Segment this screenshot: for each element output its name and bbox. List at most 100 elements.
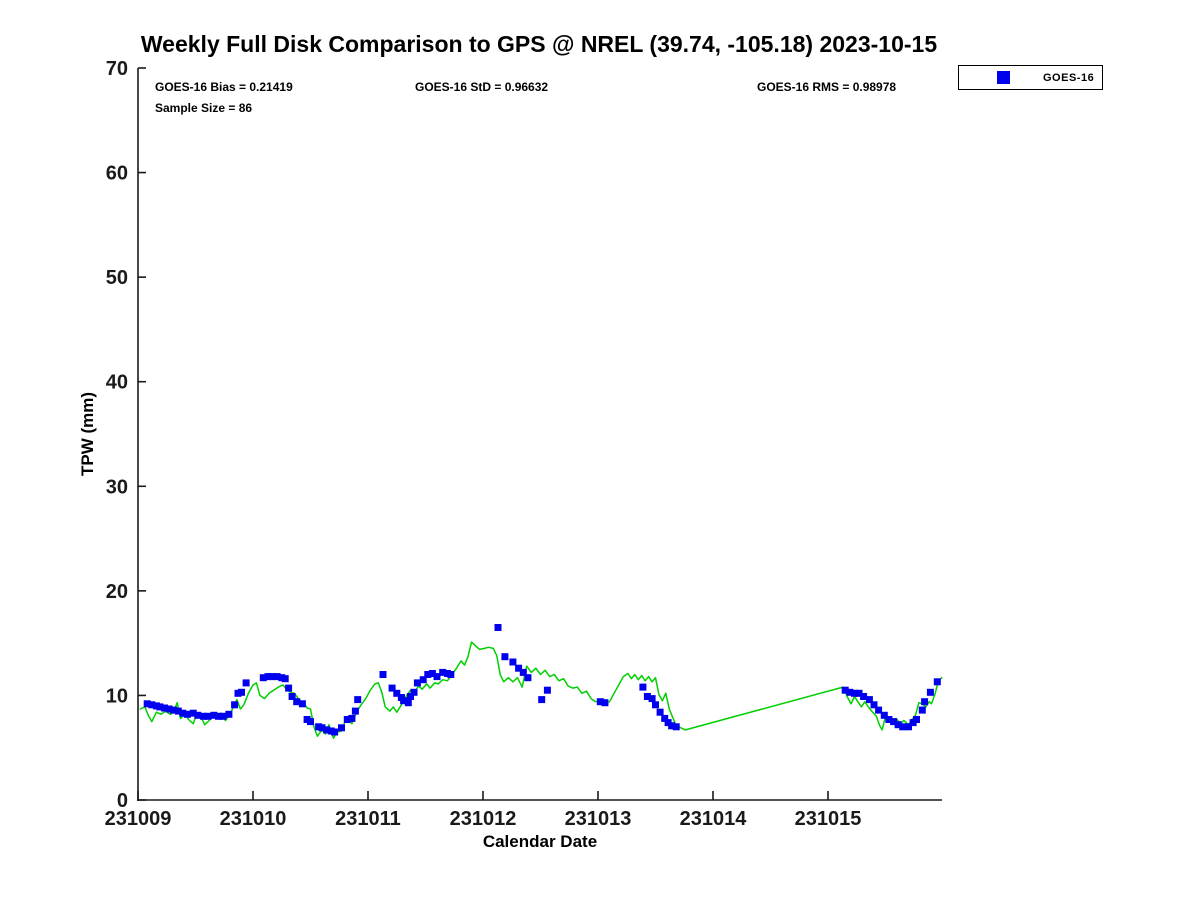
goes16-marker — [285, 684, 293, 692]
goes16-marker — [652, 701, 659, 709]
goes16-marker — [439, 668, 447, 676]
goes16-marker — [860, 693, 868, 700]
goes16-marker — [846, 688, 854, 696]
goes16-marker — [885, 716, 893, 723]
goes16-marker — [354, 696, 362, 704]
goes16-marker — [288, 693, 296, 700]
goes16-marker — [281, 675, 289, 683]
goes16-marker — [875, 706, 883, 714]
goes16-marker — [148, 701, 156, 709]
goes16-marker — [238, 688, 245, 696]
y-tick-label: 40 — [106, 372, 128, 394]
goes16-marker — [855, 689, 863, 697]
goes16-marker — [242, 679, 250, 687]
goes16-marker — [400, 697, 408, 705]
goes16-marker — [413, 679, 421, 687]
goes16-marker — [894, 721, 902, 729]
goes16-marker — [404, 699, 412, 707]
legend-goes16-label: GOES-16 — [1043, 71, 1095, 84]
goes16-marker — [447, 671, 455, 678]
goes16-marker — [899, 723, 907, 731]
goes16-marker — [601, 699, 609, 707]
goes16-marker — [509, 658, 517, 666]
goes16-marker — [851, 689, 858, 697]
goes16-marker — [194, 711, 202, 719]
goes16-marker — [323, 726, 331, 734]
y-tick-label: 70 — [106, 58, 128, 80]
goes16-marker — [307, 718, 314, 726]
goes16-marker — [905, 723, 912, 731]
goes16-marker — [165, 705, 173, 713]
goes16-marker — [668, 722, 676, 730]
gps-line — [139, 641, 943, 740]
x-tick-label: 231009 — [105, 808, 172, 830]
y-tick-label: 50 — [106, 267, 128, 289]
goes16-marker — [596, 698, 604, 706]
goes16-marker — [419, 676, 427, 684]
goes16-marker — [639, 683, 647, 691]
goes16-marker — [424, 671, 432, 678]
goes16-marker — [926, 688, 934, 696]
stat-sample-size: Sample Size = 86 — [155, 101, 253, 115]
goes16-marker — [880, 711, 888, 719]
goes16-marker — [351, 707, 359, 715]
goes16-marker — [264, 673, 272, 681]
goes16-marker — [259, 674, 267, 682]
goes16-marker — [407, 693, 414, 700]
y-axis-label: TPW (mm) — [78, 392, 97, 476]
goes16-marker — [410, 688, 418, 696]
goes16-marker — [933, 678, 941, 686]
goes16-marker — [170, 706, 178, 714]
goes16-marker — [921, 698, 929, 706]
goes16-marker — [348, 714, 356, 722]
stat-std: GOES-16 StD = 0.96632 — [415, 80, 549, 94]
goes16-marker — [183, 710, 191, 718]
goes16-marker — [501, 653, 509, 661]
goes16-marker — [174, 707, 182, 715]
goes16-marker — [331, 728, 339, 736]
goes16-marker — [379, 671, 387, 678]
goes16-marker — [656, 708, 664, 716]
goes16-marker — [393, 689, 401, 697]
x-tick-label: 231010 — [220, 808, 287, 830]
legend[interactable]: GOES-16 — [958, 65, 1103, 90]
goes16-marker — [200, 712, 208, 720]
x-axis-label: Calendar Date — [483, 832, 597, 851]
y-tick-label: 30 — [106, 476, 128, 498]
goes16-marker — [841, 686, 849, 694]
goes16-marker — [428, 670, 436, 677]
goes16-marker — [143, 700, 151, 708]
x-tick-label: 231014 — [680, 808, 748, 830]
goes16-marker — [913, 716, 920, 723]
goes16-marker — [215, 712, 222, 720]
y-tick-label: 20 — [106, 581, 128, 603]
goes16-marker — [204, 712, 212, 720]
goes16-marker — [225, 710, 233, 718]
goes16-marker — [231, 701, 239, 709]
x-tick-label: 231011 — [335, 808, 401, 830]
legend-goes16-marker-icon — [997, 71, 1010, 84]
y-tick-label: 10 — [106, 685, 128, 707]
chart-title: Weekly Full Disk Comparison to GPS @ NRE… — [140, 31, 938, 57]
goes16-marker — [298, 700, 306, 708]
goes16-marker — [538, 696, 546, 704]
goes16-marker — [273, 673, 281, 681]
goes16-marker — [661, 714, 669, 722]
stat-rms: GOES-16 RMS = 0.98978 — [757, 80, 897, 94]
goes16-marker — [918, 706, 926, 714]
goes16-marker — [219, 712, 227, 720]
goes16-marker — [672, 723, 680, 731]
goes16-marker — [210, 711, 218, 719]
goes16-marker — [494, 624, 502, 631]
goes16-marker — [643, 693, 651, 700]
goes16-marker — [865, 696, 873, 704]
goes16-marker — [338, 724, 345, 732]
goes16-marker — [269, 673, 277, 681]
goes16-marker — [648, 695, 656, 703]
goes16-marker — [293, 698, 301, 706]
goes16-marker — [519, 668, 527, 676]
goes16-marker — [433, 673, 441, 681]
x-tick-label: 231015 — [795, 808, 862, 830]
stat-bias: GOES-16 Bias = 0.21419 — [155, 80, 293, 94]
